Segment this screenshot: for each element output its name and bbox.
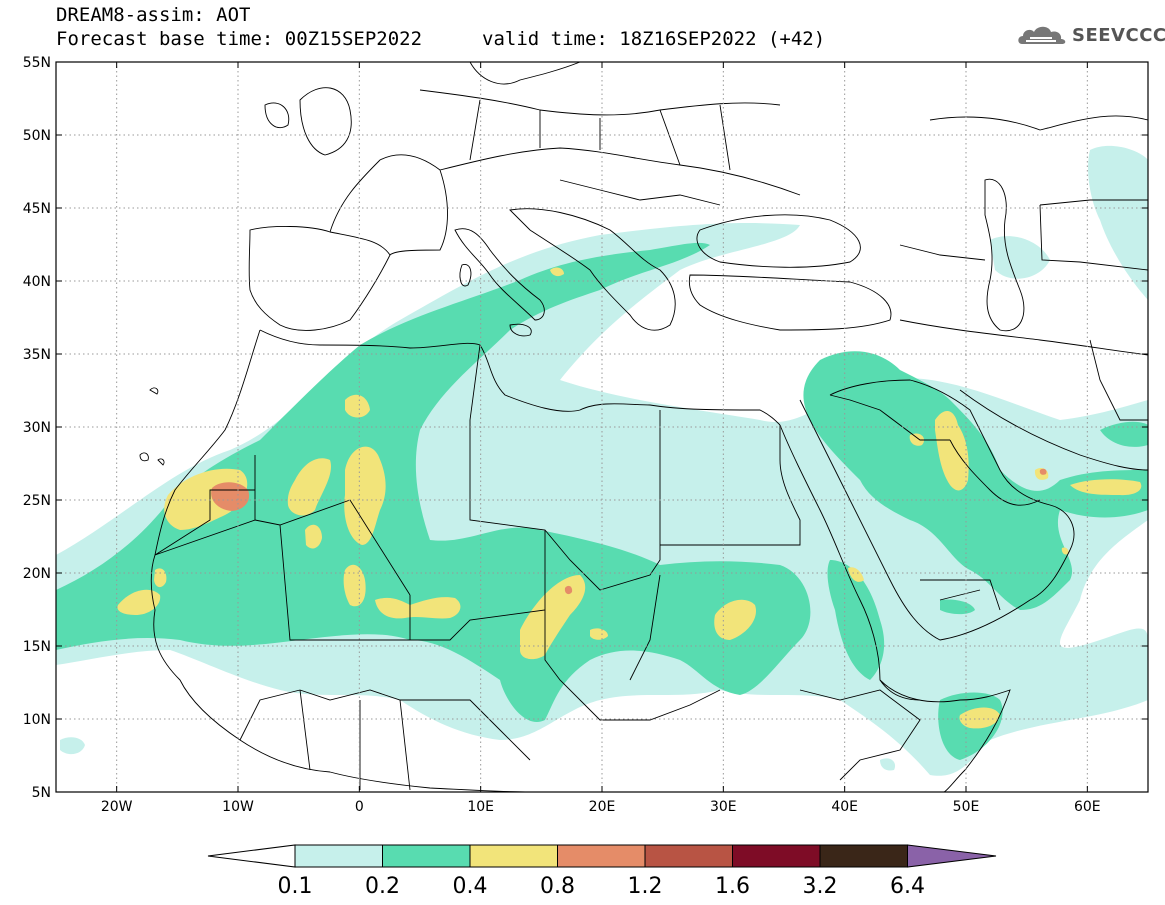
map-axes: 55N 50N 45N 40N 35N 30N 25N 20N 15N 10N 5N 20W 10W 0 1…: [23, 55, 1148, 815]
colorbar-label: 0.1: [278, 874, 313, 899]
lat-tick-label: 25N: [23, 493, 51, 509]
lon-tick-label: 10W: [222, 799, 254, 815]
lon-tick-label: 40E: [831, 799, 858, 815]
seevccc-logo: SEEVCCC: [1016, 22, 1165, 48]
colorbar-segment: [819, 844, 908, 868]
colorbar-high-arrow: [907, 844, 997, 868]
colorbar-segment: [644, 844, 733, 868]
lat-tick-label: 45N: [23, 201, 51, 217]
colorbar-label: 6.4: [890, 874, 925, 899]
colorbar-label: 1.6: [715, 874, 750, 899]
colorbar-label: 0.8: [540, 874, 575, 899]
map-title: DREAM8-assim: AOT: [56, 4, 251, 26]
lon-tick-label: 50E: [953, 799, 980, 815]
colorbar-segment: [557, 844, 646, 868]
colorbar-label: 0.4: [453, 874, 488, 899]
colorbar-label: 3.2: [803, 874, 838, 899]
lon-tick-label: 0: [355, 799, 364, 815]
lon-tick-label: 20E: [589, 799, 616, 815]
lat-tick-label: 20N: [23, 566, 51, 582]
lat-tick-label: 15N: [23, 639, 51, 655]
cloud-icon: [1018, 26, 1066, 44]
colorbar-segment: [469, 844, 558, 868]
colorbar-low-arrow: [207, 844, 296, 868]
lat-tick-label: 10N: [23, 712, 51, 728]
lon-tick-label: 20W: [101, 799, 133, 815]
lat-tick-label: 40N: [23, 274, 51, 290]
logo-text: SEEVCCC: [1072, 24, 1165, 46]
lat-tick-label: 5N: [32, 785, 51, 801]
lat-tick-label: 30N: [23, 420, 51, 436]
lat-tick-label: 55N: [23, 55, 51, 71]
colorbar-segment: [294, 844, 383, 868]
forecast-base-time: Forecast base time: 00Z15SEP2022: [56, 28, 423, 50]
colorbar: 0.1 0.2 0.4 0.8 1.2 1.6 3.2 6.4: [207, 844, 997, 899]
colorbar-segment: [382, 844, 471, 868]
lon-tick-label: 30E: [710, 799, 737, 815]
lat-tick-label: 50N: [23, 128, 51, 144]
lat-tick-label: 35N: [23, 347, 51, 363]
valid-time: valid time: 18Z16SEP2022 (+42): [482, 28, 826, 50]
colorbar-label: 1.2: [628, 874, 663, 899]
lon-tick-label: 10E: [467, 799, 494, 815]
colorbar-segment: [732, 844, 821, 868]
lon-tick-label: 60E: [1074, 799, 1101, 815]
colorbar-label: 0.2: [365, 874, 400, 899]
